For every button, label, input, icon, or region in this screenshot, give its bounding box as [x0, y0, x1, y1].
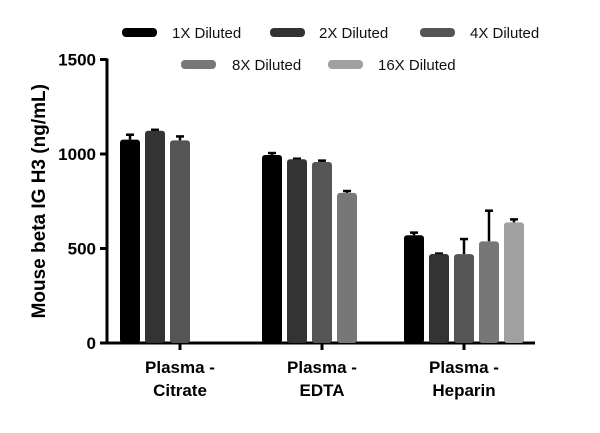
y-tick-label: 500 — [68, 240, 96, 259]
y-tick-label: 1500 — [58, 51, 96, 70]
bar-16x-diluted — [504, 222, 524, 343]
legend-swatch — [420, 28, 455, 37]
legend-swatch — [181, 60, 216, 69]
x-tick-label: Plasma - — [287, 358, 357, 377]
x-tick-label: EDTA — [299, 381, 344, 400]
legend-swatch — [328, 60, 363, 69]
legend-swatch — [270, 28, 305, 37]
bar-4x-diluted — [170, 140, 190, 343]
bar-8x-diluted — [337, 192, 357, 343]
legend-label: 1X Diluted — [172, 25, 241, 42]
x-tick-label: Plasma - — [145, 358, 215, 377]
legend-label: 2X Diluted — [319, 25, 388, 42]
x-tick-label: Plasma - — [429, 358, 499, 377]
x-tick-label: Citrate — [153, 381, 207, 400]
bar-2x-diluted — [287, 159, 307, 343]
legend-label: 8X Diluted — [232, 57, 301, 74]
bar-4x-diluted — [312, 161, 332, 343]
bar-1x-diluted — [262, 154, 282, 343]
bar-1x-diluted — [120, 139, 140, 343]
bar-2x-diluted — [429, 253, 449, 343]
legend-label: 16X Diluted — [378, 57, 456, 74]
bar-8x-diluted — [479, 241, 499, 343]
legend-label: 4X Diluted — [470, 25, 539, 42]
bar-4x-diluted — [454, 254, 474, 343]
bar-2x-diluted — [145, 130, 165, 343]
y-tick-label: 0 — [87, 334, 96, 353]
legend-swatch — [122, 28, 157, 37]
x-tick-label: Heparin — [432, 381, 495, 400]
y-axis-label: Mouse beta IG H3 (ng/mL) — [29, 84, 50, 318]
y-tick-label: 1000 — [58, 145, 96, 164]
bar-1x-diluted — [404, 235, 424, 343]
